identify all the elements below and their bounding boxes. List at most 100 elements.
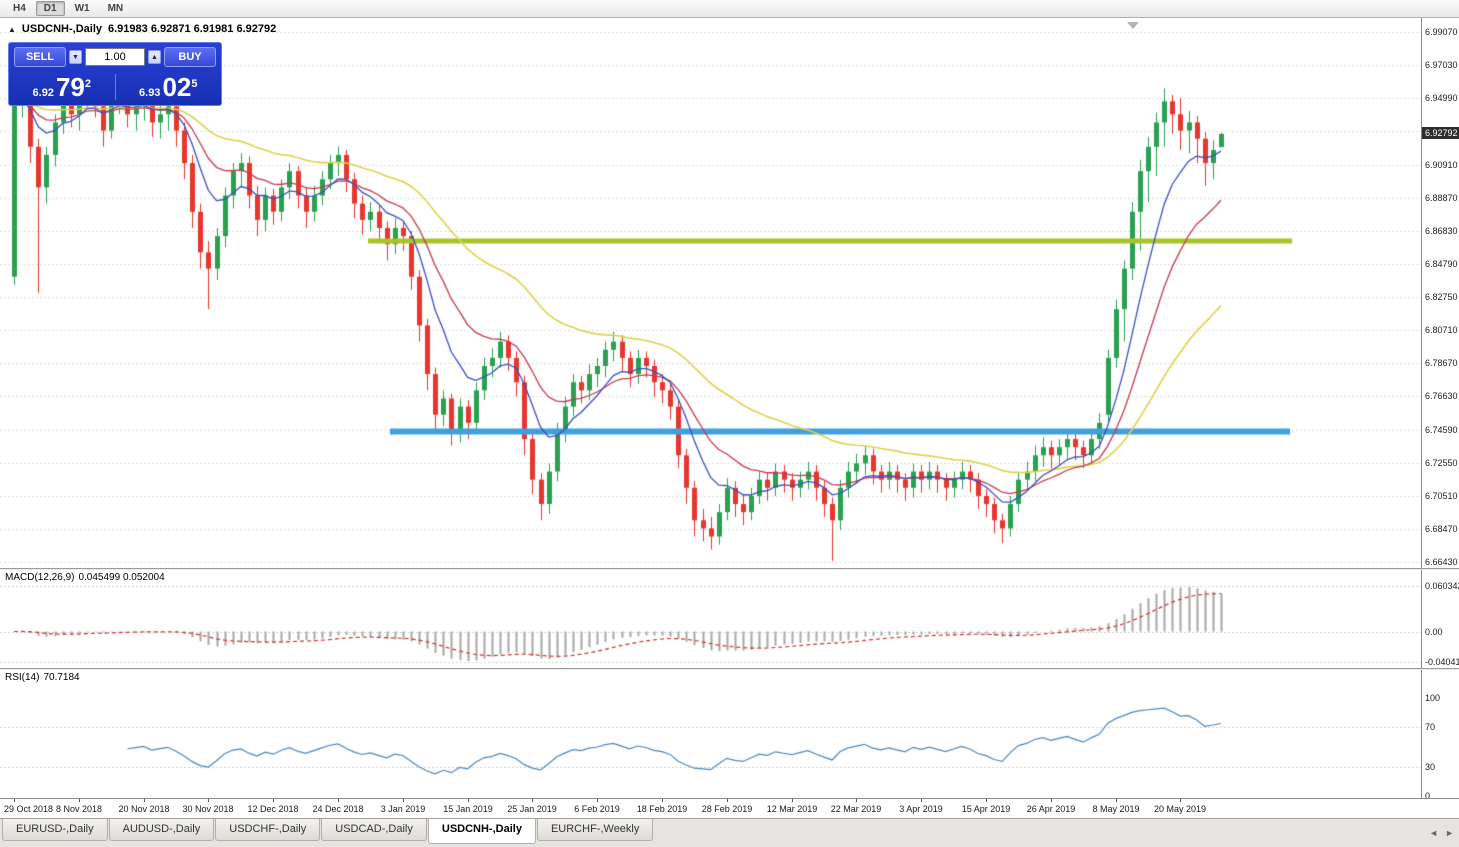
- date-label: 30 Nov 2018: [182, 804, 234, 814]
- date-label: 3 Apr 2019: [899, 804, 943, 814]
- tab-eurchf-weekly[interactable]: EURCHF-,Weekly: [536, 819, 654, 841]
- sell-price-button[interactable]: 6.92 79 2: [9, 74, 115, 100]
- timeframe-button-d1[interactable]: D1: [35, 1, 65, 16]
- date-label: 12 Mar 2019: [766, 804, 818, 814]
- rsi-axis-label: 70: [1425, 722, 1436, 733]
- price-tick-label: 6.90910: [1425, 159, 1458, 170]
- date-label: 18 Feb 2019: [636, 804, 688, 814]
- price-tick-label: 6.80710: [1425, 325, 1458, 336]
- date-label: 25 Jan 2019: [507, 804, 557, 814]
- date-label: 8 May 2019: [1092, 804, 1140, 814]
- volume-decrease-button[interactable]: ▼: [69, 50, 82, 64]
- date-tick: [1051, 799, 1052, 802]
- date-tick: [468, 799, 469, 802]
- buy-price-big: 02: [162, 72, 192, 102]
- date-label: 29 Oct 2018: [4, 804, 54, 814]
- date-label: 24 Dec 2018: [312, 804, 364, 814]
- macd-axis-label: 0.00: [1425, 626, 1443, 637]
- price-chart-area: ▲ USDCNH-,Daily 6.91983 6.92871 6.91981 …: [0, 18, 1421, 568]
- date-tick: [727, 799, 728, 802]
- date-label: 26 Apr 2019: [1026, 804, 1076, 814]
- price-chart-canvas[interactable]: [0, 18, 1421, 568]
- price-tick-label: 6.88870: [1425, 192, 1458, 203]
- date-label: 3 Jan 2019: [380, 804, 426, 814]
- date-tick: [79, 799, 80, 802]
- price-tick-label: 6.82750: [1425, 292, 1458, 302]
- price-tick-label: 6.68470: [1425, 523, 1458, 534]
- timeframe-button-mn[interactable]: MN: [107, 3, 124, 14]
- buy-price-prefix: 6.93: [139, 87, 161, 99]
- date-tick: [597, 799, 598, 802]
- date-tick: [532, 799, 533, 802]
- date-label: 6 Feb 2019: [574, 804, 620, 814]
- price-tick-label: 6.94990: [1425, 93, 1458, 104]
- chart-tab-bar: EURUSD-,Daily AUDUSD-,Daily USDCHF-,Dail…: [0, 818, 1459, 847]
- one-click-trading-panel: SELL ▼ ▲ BUY 6.92 79 2 6.93: [8, 42, 222, 106]
- rsi-axis-label: 30: [1425, 761, 1436, 772]
- date-tick: [856, 799, 857, 802]
- sell-price-pip: 2: [84, 78, 91, 90]
- sell-price-big: 79: [55, 72, 85, 102]
- timeframe-button-w1[interactable]: W1: [74, 3, 90, 14]
- panel-resize-divider[interactable]: [0, 668, 1459, 670]
- tab-scroll-left-button[interactable]: ◄: [1429, 828, 1439, 838]
- timeframe-toolbar: H4 D1 W1 MN: [0, 0, 1459, 18]
- tab-eurusd-daily[interactable]: EURUSD-,Daily: [2, 819, 108, 841]
- chart-title: ▲ USDCNH-,Daily 6.91983 6.92871 6.91981 …: [8, 23, 276, 35]
- tab-usdcad-daily[interactable]: USDCAD-,Daily: [321, 819, 427, 841]
- tab-audusd-daily[interactable]: AUDUSD-,Daily: [108, 819, 215, 841]
- macd-axis[interactable]: 0.060342 0.00 -0.04041: [1421, 570, 1459, 668]
- buy-price-button[interactable]: 6.93 02 5: [116, 74, 222, 100]
- rsi-value: 70.7184: [43, 672, 80, 683]
- macd-canvas[interactable]: [0, 570, 1421, 668]
- price-tick-label: 6.66430: [1425, 557, 1458, 567]
- triangle-up-icon: ▲: [151, 53, 158, 61]
- timeframe-button-h4[interactable]: H4: [13, 3, 26, 14]
- date-tick: [1116, 799, 1117, 802]
- sell-price-prefix: 6.92: [32, 87, 54, 99]
- price-divider: [114, 74, 116, 100]
- price-tick-label: 6.86830: [1425, 225, 1458, 236]
- date-tick: [662, 799, 663, 802]
- rsi-axis[interactable]: 100 70 30 0: [1421, 670, 1459, 801]
- panel-resize-divider[interactable]: [0, 568, 1459, 570]
- tab-usdcnh-daily[interactable]: USDCNH-,Daily: [427, 819, 536, 844]
- price-tick-label: 6.72550: [1425, 457, 1458, 468]
- price-axis[interactable]: 6.990706.970306.949906.929506.909106.888…: [1421, 18, 1459, 568]
- date-label: 20 Nov 2018: [118, 804, 170, 814]
- date-label: 15 Jan 2019: [443, 804, 493, 814]
- rsi-label: RSI(14) 70.7184: [5, 672, 84, 683]
- date-tick: [144, 799, 145, 802]
- macd-axis-label: -0.04041: [1425, 657, 1459, 667]
- buy-price-pip: 5: [191, 78, 198, 90]
- rsi-name: RSI(14): [5, 672, 40, 683]
- tab-scroll-right-button[interactable]: ►: [1445, 828, 1454, 838]
- chart-shift-marker-icon[interactable]: [1127, 22, 1139, 29]
- volume-increase-button[interactable]: ▲: [148, 50, 161, 64]
- date-label: 12 Dec 2018: [247, 804, 299, 814]
- volume-input[interactable]: [85, 48, 145, 66]
- sell-button[interactable]: SELL: [14, 47, 66, 67]
- rsi-panel: RSI(14) 70.7184: [0, 670, 1421, 798]
- buy-button[interactable]: BUY: [164, 47, 216, 67]
- rsi-axis-label: 100: [1425, 693, 1441, 703]
- tab-usdchf-daily[interactable]: USDCHF-,Daily: [215, 819, 321, 841]
- date-tick: [338, 799, 339, 802]
- date-label: 22 Mar 2019: [830, 804, 882, 814]
- date-tick: [1180, 799, 1181, 802]
- price-tick-label: 6.70510: [1425, 490, 1458, 501]
- one-click-collapse-icon[interactable]: ▲: [8, 24, 16, 34]
- price-tick-label: 6.97030: [1425, 60, 1458, 71]
- rsi-canvas[interactable]: [0, 670, 1421, 798]
- date-tick: [986, 799, 987, 802]
- rsi-axis-label: 0: [1425, 791, 1431, 801]
- date-label: 20 May 2019: [1153, 804, 1207, 814]
- date-tick: [208, 799, 209, 802]
- date-label: 28 Feb 2019: [701, 804, 753, 814]
- macd-axis-label: 0.060342: [1425, 581, 1459, 591]
- ohlc-values: 6.91983 6.92871 6.91981 6.92792: [108, 23, 277, 35]
- price-tick-label: 6.76630: [1425, 391, 1458, 402]
- date-axis[interactable]: 29 Oct 2018 8 Nov 2018 20 Nov 2018 30 Nov 2…: [0, 798, 1459, 818]
- date-tick: [14, 799, 15, 802]
- macd-label: MACD(12,26,9) 0.045499 0.052004: [5, 572, 169, 583]
